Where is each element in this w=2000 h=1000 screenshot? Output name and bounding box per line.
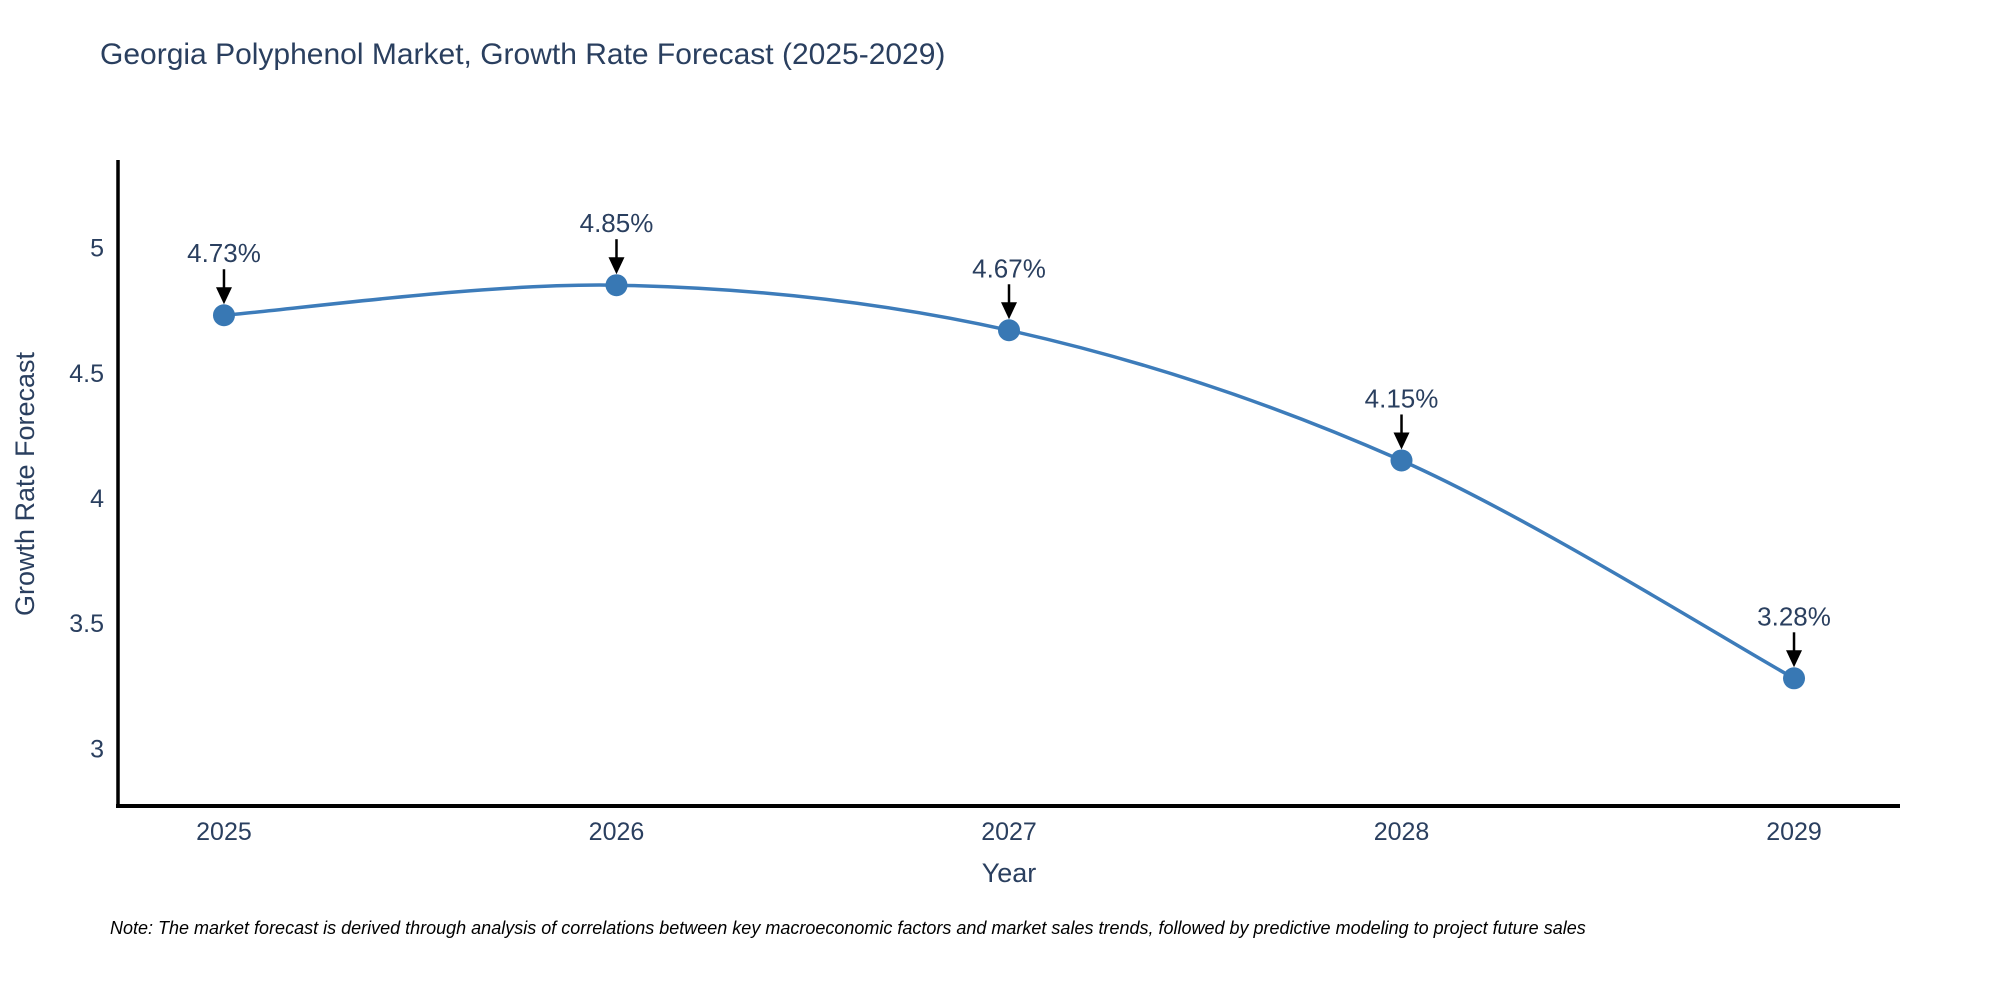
y-tick-label: 4.5: [69, 360, 104, 388]
x-tick-label: 2029: [1766, 818, 1822, 846]
x-tick-label: 2027: [981, 818, 1037, 846]
annotation-label: 4.67%: [972, 253, 1046, 283]
annotation-arrow-head: [1001, 302, 1017, 320]
x-tick-label: 2025: [196, 818, 252, 846]
y-tick-label: 5: [90, 235, 104, 263]
annotation-label: 4.85%: [580, 208, 654, 238]
y-tick-label: 3: [90, 735, 104, 763]
y-tick-label: 3.5: [69, 610, 104, 638]
y-axis-title: Growth Rate Forecast: [10, 351, 40, 617]
data-point-marker: [605, 274, 628, 297]
data-point-marker: [998, 319, 1020, 342]
annotation-arrow-head: [1786, 650, 1803, 668]
annotation-arrow-head: [608, 257, 625, 275]
footnote: Note: The market forecast is derived thr…: [110, 918, 1586, 938]
annotation-label: 4.15%: [1365, 383, 1439, 413]
trend-line: [223, 283, 1795, 680]
data-point-marker: [212, 304, 235, 327]
annotation-label: 4.73%: [187, 238, 261, 268]
annotation-arrow-head: [1393, 432, 1410, 450]
x-tick-label: 2026: [589, 818, 645, 846]
x-tick-label: 2028: [1374, 818, 1430, 846]
y-tick-label: 4: [90, 485, 104, 513]
data-point-marker: [1783, 667, 1806, 690]
annotation-arrow-head: [215, 287, 232, 305]
chart-title: Georgia Polyphenol Market, Growth Rate F…: [100, 38, 946, 71]
annotation-label: 3.28%: [1757, 601, 1831, 631]
data-point-marker: [1390, 449, 1413, 472]
x-axis-title: Year: [981, 858, 1037, 888]
